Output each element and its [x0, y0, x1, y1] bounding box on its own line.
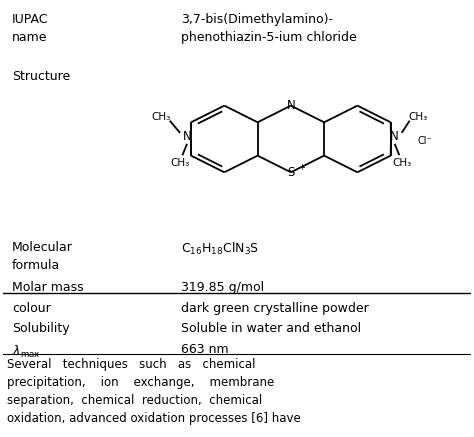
Text: $\lambda$$_\mathregular{max}$: $\lambda$$_\mathregular{max}$ [12, 343, 41, 360]
Text: Molecular
formula: Molecular formula [12, 241, 73, 271]
Text: CH₃: CH₃ [152, 111, 171, 121]
Text: CH₃: CH₃ [392, 157, 411, 167]
Text: CH₃: CH₃ [171, 157, 190, 167]
Text: Solubility: Solubility [12, 322, 70, 335]
Text: 663 nm: 663 nm [181, 343, 228, 357]
Text: N: N [182, 130, 191, 143]
Text: N: N [390, 130, 399, 143]
Text: Structure: Structure [12, 70, 71, 83]
Text: 3,7-bis(Dimethylamino)-
phenothiazin-5-ium chloride: 3,7-bis(Dimethylamino)- phenothiazin-5-i… [181, 13, 356, 44]
Text: Molar mass: Molar mass [12, 281, 84, 294]
Text: dark green crystalline powder: dark green crystalline powder [181, 302, 369, 315]
Text: S: S [287, 166, 294, 179]
Text: colour: colour [12, 302, 51, 315]
Text: Soluble in water and ethanol: Soluble in water and ethanol [181, 322, 361, 335]
Text: +: + [298, 163, 305, 171]
Text: Cl⁻: Cl⁻ [417, 136, 432, 146]
Text: Several   techniques   such   as   chemical
precipitation,    ion    exchange,  : Several techniques such as chemical prec… [8, 358, 301, 426]
Text: N: N [286, 99, 295, 112]
Text: 319.85 g/mol: 319.85 g/mol [181, 281, 264, 294]
Text: CH₃: CH₃ [409, 111, 428, 121]
Text: IUPAC
name: IUPAC name [12, 13, 49, 44]
Text: C$_{16}$H$_{18}$ClN$_{3}$S: C$_{16}$H$_{18}$ClN$_{3}$S [181, 241, 259, 257]
